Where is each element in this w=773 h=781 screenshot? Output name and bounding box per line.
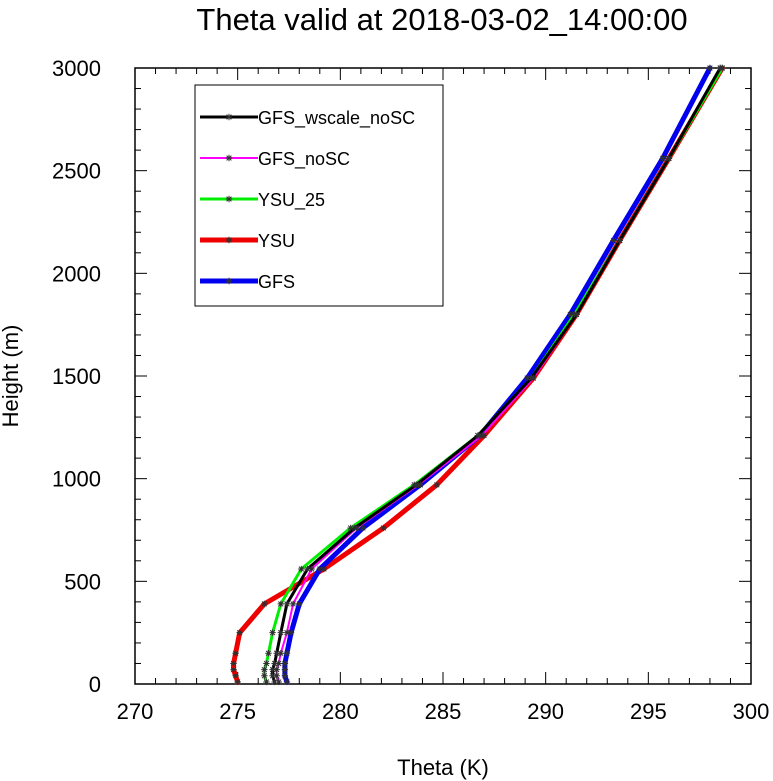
series-markers (230, 64, 726, 686)
tick-labels: 270 275 280 285 290 295 3000500100015002000250… (52, 56, 769, 724)
y-tick-label: 2500 (52, 159, 101, 184)
data-point (281, 672, 289, 679)
data-point (659, 155, 666, 162)
data-point (263, 678, 270, 686)
data-point (616, 237, 623, 244)
data-point (236, 629, 243, 636)
data-point (380, 524, 387, 532)
legend-label: YSU (258, 231, 295, 251)
y-tick-label: 3000 (52, 56, 101, 81)
data-point (353, 524, 360, 532)
data-point (283, 600, 291, 608)
data-point (316, 565, 323, 573)
legend-marker (225, 277, 233, 285)
legend-marker (225, 113, 233, 121)
data-point (269, 666, 276, 673)
y-tick-label: 1000 (52, 467, 101, 492)
data-point (277, 600, 284, 608)
data-point (275, 678, 282, 686)
data-point (287, 629, 295, 636)
data-point (261, 666, 268, 673)
data-point (304, 565, 311, 573)
data-point (269, 672, 276, 679)
axis-ticks (134, 67, 752, 685)
data-point (277, 629, 284, 636)
data-point (271, 660, 278, 667)
data-point (417, 481, 424, 489)
x-tick-label: 300 (733, 699, 770, 724)
data-point (269, 629, 276, 636)
data-point (298, 565, 305, 573)
legend-marker (225, 154, 233, 162)
legend-marker (225, 236, 233, 244)
data-point (523, 374, 531, 382)
data-point (308, 565, 315, 573)
legend-box (194, 84, 444, 307)
data-point (530, 374, 537, 382)
y-tick-label: 1500 (52, 364, 101, 389)
data-point (433, 481, 441, 489)
data-point (665, 155, 673, 162)
data-point (261, 600, 268, 608)
data-point (261, 672, 268, 679)
data-point (347, 524, 354, 532)
data-point (275, 660, 282, 667)
data-point (283, 650, 291, 657)
y-tick-label: 500 (64, 569, 101, 594)
data-point (263, 660, 270, 667)
data-point (573, 311, 580, 318)
x-tick-label: 295 (630, 699, 667, 724)
data-point (610, 237, 617, 244)
data-point (296, 600, 303, 608)
y-tick-label: 0 (89, 672, 101, 697)
series-line-gfs-wscale-nosc (271, 66, 722, 684)
data-point (230, 666, 237, 673)
data-point (283, 678, 291, 686)
data-point (273, 672, 280, 679)
data-point (567, 311, 574, 318)
legend-label: GFS_wscale_noSC (258, 108, 415, 129)
data-point (271, 678, 278, 686)
legend-marker (225, 195, 233, 203)
legend-label: GFS (258, 272, 295, 292)
data-point (232, 650, 239, 657)
data-point (476, 432, 484, 439)
chart-title: Theta valid at 2018-03-02_14:00:00 (196, 2, 687, 37)
legend-label: GFS_noSC (258, 149, 350, 170)
legend-label: YSU_25 (258, 190, 325, 211)
data-point (273, 666, 280, 673)
x-axis-title: Theta (K) (397, 755, 489, 780)
data-point (480, 432, 488, 439)
x-tick-label: 285 (425, 699, 462, 724)
x-tick-label: 290 (527, 699, 564, 724)
x-tick-label: 270 (117, 699, 154, 724)
data-point (281, 666, 289, 673)
data-point (281, 660, 289, 667)
legend: GFS_wscale_noSC GFS_noSC YSU_25 YSU GFS (194, 84, 444, 307)
data-point (719, 64, 726, 72)
x-tick-label: 275 (219, 699, 256, 724)
data-point (283, 629, 291, 636)
data-point (232, 672, 239, 679)
data-point (265, 650, 272, 657)
y-tick-label: 2000 (52, 261, 101, 286)
data-point (230, 660, 237, 667)
data-point (359, 524, 367, 532)
data-point (277, 650, 284, 657)
data-point (706, 64, 714, 72)
data-point (289, 600, 297, 608)
data-point (411, 481, 418, 489)
data-point (320, 565, 328, 573)
data-point (273, 650, 280, 657)
y-axis-title: Height (m) (0, 325, 23, 428)
x-tick-label: 280 (322, 699, 359, 724)
data-point (234, 678, 241, 686)
